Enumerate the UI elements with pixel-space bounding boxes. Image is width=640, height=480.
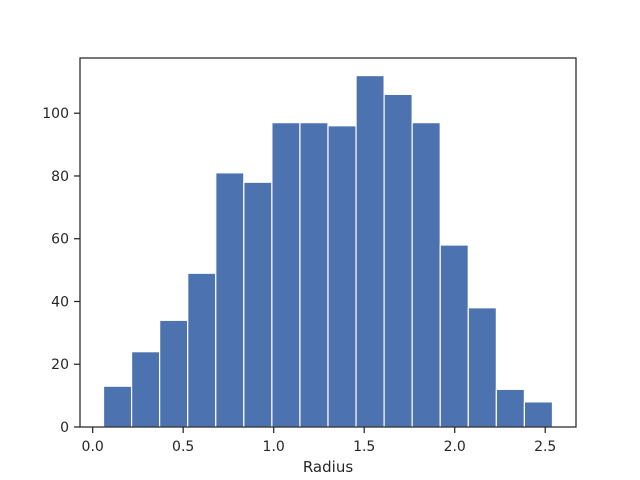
histogram-bar [411,122,441,428]
y-tick-label: 40 [51,294,69,310]
x-tick-label: 1.0 [263,439,285,455]
x-axis-label: Radius [303,458,353,476]
histogram-bar [439,244,469,428]
plot-frame [79,57,577,428]
x-tick-label: 0.5 [172,439,194,455]
x-tick-label: 2.0 [444,439,466,455]
histogram-bar [383,93,413,428]
y-tick-label: 80 [51,169,69,185]
histogram-bar [215,172,245,428]
y-tick-label: 60 [51,232,69,248]
histogram-bar [187,272,217,428]
x-tick-label: 1.5 [353,439,375,455]
x-axis: 0.0 0.5 1.0 1.5 2.0 2.5 [82,427,556,455]
histogram-bar [159,319,189,428]
histogram-bar [243,181,273,428]
x-tick-label: 0.0 [82,439,104,455]
histogram-bar [467,307,497,428]
y-tick-label: 20 [51,357,69,373]
histogram-bar [130,351,161,428]
y-axis: 0 20 40 60 80 100 [42,106,80,436]
x-tick-label: 2.5 [534,439,556,455]
bars-group [102,74,554,428]
histogram-bar [271,122,301,428]
histogram-bar [102,385,133,428]
histogram-bar [523,401,554,428]
y-tick-label: 100 [42,106,69,122]
y-tick-label: 0 [60,420,69,436]
histogram-bar [327,125,357,428]
histogram-bar [495,388,526,428]
histogram-bar [299,122,329,428]
histogram-bar [355,74,385,428]
